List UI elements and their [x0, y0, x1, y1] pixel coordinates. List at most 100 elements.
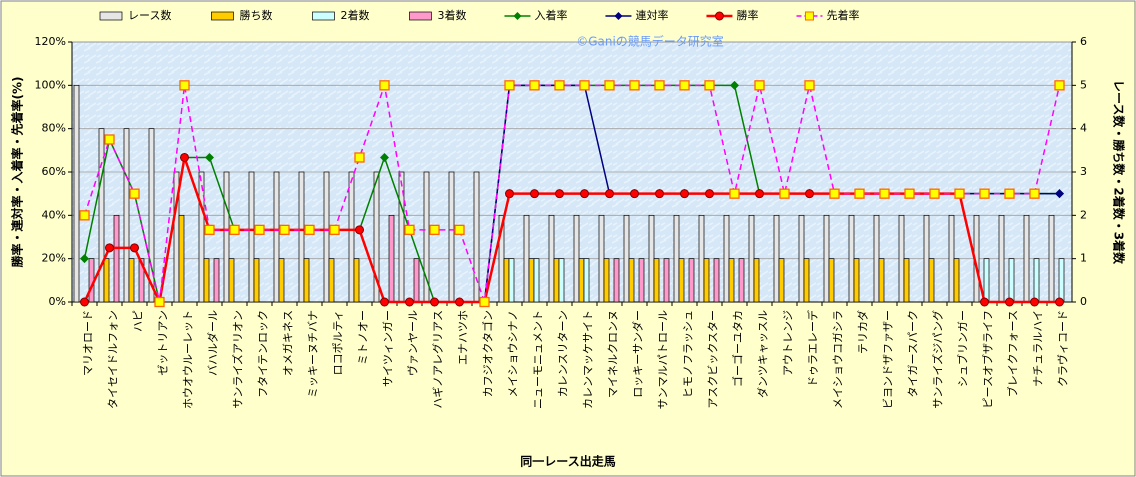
- bar: [603, 258, 610, 303]
- legend-swatch: [99, 11, 123, 21]
- bar: [113, 214, 120, 303]
- legend-label: レース数: [128, 9, 171, 22]
- x-tick-label: アスクビックスター: [707, 310, 720, 409]
- marker: [1005, 297, 1014, 307]
- marker: [854, 188, 865, 199]
- bar: [553, 258, 560, 303]
- bar: [873, 214, 880, 303]
- x-tick-label: タイセイドルフォン: [107, 310, 120, 409]
- x-tick-label: クラヴィコード: [1056, 310, 1070, 387]
- bar: [1023, 214, 1030, 303]
- x-tick-label: バハルダール: [206, 310, 220, 376]
- bar: [273, 171, 280, 303]
- marker: [404, 224, 415, 236]
- y-tick-label: 60%: [42, 165, 66, 178]
- legend-swatch: [312, 11, 335, 21]
- bar: [853, 258, 860, 303]
- y2-tick-label: 4: [1080, 122, 1087, 135]
- marker: [354, 152, 365, 163]
- bar: [303, 258, 310, 303]
- marker: [380, 152, 389, 162]
- marker: [355, 225, 364, 235]
- x-tick-label: ミッキーヌチバナ: [307, 310, 320, 398]
- marker: [655, 189, 664, 199]
- marker: [180, 152, 189, 162]
- marker: [754, 80, 765, 91]
- y2-tick-label: 1: [1080, 252, 1087, 265]
- y-tick-label: 120%: [35, 35, 66, 48]
- bar: [203, 258, 210, 303]
- y2-axis-title: レース数・勝ち数・2着数・3着数: [1112, 80, 1127, 265]
- bar: [223, 171, 230, 303]
- x-tick-label: ドゥラエレーデ: [806, 310, 820, 387]
- marker: [1029, 188, 1040, 199]
- bar: [213, 258, 220, 303]
- bar: [698, 214, 705, 303]
- bar: [638, 258, 645, 303]
- x-tick-label: マイネルクロンヌ: [607, 310, 620, 398]
- marker: [205, 152, 214, 162]
- legend-marker: [614, 12, 623, 20]
- bar: [613, 258, 620, 303]
- x-tick-label: ハピ: [132, 310, 145, 332]
- bar: [983, 258, 990, 303]
- x-tick-label: カフジオクタゴン: [481, 310, 495, 397]
- marker: [980, 297, 989, 307]
- marker: [229, 224, 240, 236]
- y2-tick-label: 5: [1080, 78, 1087, 91]
- bar: [778, 258, 785, 303]
- bar: [198, 171, 205, 303]
- legend-swatch: [409, 11, 432, 21]
- legend-label: 連対率: [635, 8, 668, 22]
- bar: [103, 258, 110, 303]
- bar: [798, 214, 805, 303]
- bar: [648, 214, 655, 303]
- marker: [680, 189, 689, 199]
- legend-label: 入着率: [534, 8, 567, 22]
- marker: [679, 80, 690, 91]
- bar: [928, 258, 935, 303]
- bar: [903, 258, 910, 303]
- bar: [1058, 258, 1065, 303]
- x-tick-label: ニューモニュメント: [532, 310, 545, 409]
- bar: [803, 258, 810, 303]
- x-tick-label: ダンツキャッスル: [756, 310, 770, 398]
- x-tick-label: ロコポルティ: [332, 310, 345, 375]
- bar: [228, 258, 235, 303]
- bar: [348, 171, 355, 303]
- bar: [728, 258, 735, 303]
- marker: [455, 297, 464, 307]
- bar: [878, 258, 885, 303]
- bar: [713, 258, 720, 303]
- bar: [948, 214, 955, 303]
- legend-marker: [804, 11, 814, 21]
- bar: [1048, 214, 1055, 303]
- marker: [79, 210, 90, 221]
- marker: [479, 296, 490, 308]
- marker: [379, 80, 390, 91]
- x-tick-label: エナハツホ: [457, 310, 470, 365]
- x-tick-label: アウトレンジ: [782, 310, 795, 376]
- x-tick-label: オメガキネス: [282, 310, 295, 376]
- marker: [430, 297, 439, 307]
- y-tick-label: 20%: [42, 252, 66, 265]
- marker: [554, 80, 565, 91]
- bar: [1008, 258, 1015, 303]
- bar: [73, 84, 80, 303]
- bar: [828, 258, 835, 303]
- marker: [505, 189, 514, 199]
- bar: [628, 258, 635, 303]
- marker: [179, 80, 190, 91]
- marker: [829, 188, 840, 199]
- marker: [1030, 297, 1039, 307]
- marker: [555, 189, 564, 199]
- bar: [653, 258, 660, 303]
- marker: [405, 297, 414, 307]
- bar: [328, 258, 335, 303]
- y2-tick-label: 6: [1080, 35, 1087, 48]
- bar: [573, 214, 580, 303]
- marker: [1004, 188, 1015, 199]
- bar: [1033, 258, 1040, 303]
